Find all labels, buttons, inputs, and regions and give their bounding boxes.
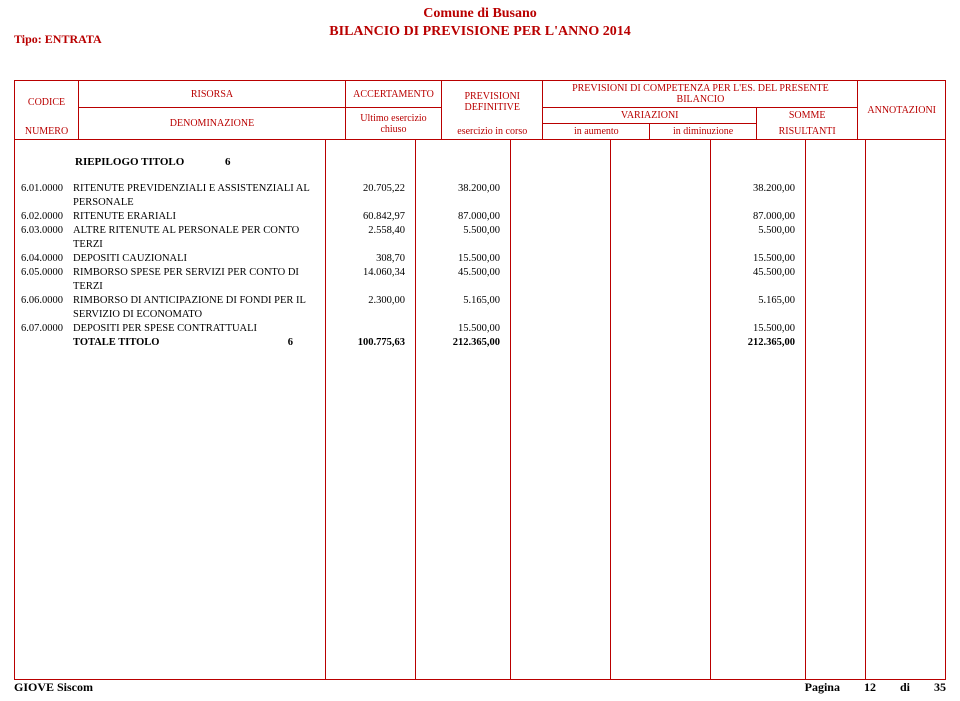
footer-pagina-num: 12 (864, 680, 876, 694)
row-somme: 5.165,00 (710, 294, 805, 308)
row-acc: 14.060,34 (325, 266, 415, 280)
table-row: 6.01.0000RITENUTE PREVIDENZIALI E ASSIST… (15, 182, 945, 210)
table-row: 6.04.0000DEPOSITI CAUZIONALI308,7015.500… (15, 252, 945, 266)
page-title: Comune di Busano (14, 6, 946, 22)
total-acc: 100.775,63 (325, 336, 415, 350)
row-somme: 38.200,00 (710, 182, 805, 196)
hdr-competenza: PREVISIONI DI COMPETENZA PER L'ES. DEL P… (543, 81, 858, 108)
row-prev: 38.200,00 (415, 182, 510, 196)
hdr-previsioni-1: PREVISIONI (464, 91, 520, 102)
row-acc: 2.558,40 (325, 224, 415, 238)
total-prev: 212.365,00 (415, 336, 510, 350)
hdr-codice: CODICE (15, 81, 79, 124)
total-somme: 212.365,00 (710, 336, 805, 350)
row-prev: 15.500,00 (415, 322, 510, 336)
riepilogo-label: RIEPILOGO TITOLO (75, 156, 184, 168)
hdr-in-aumento: in aumento (543, 124, 650, 140)
footer-di: di (900, 680, 910, 694)
row-desc: DEPOSITI CAUZIONALI (73, 252, 325, 266)
footer-pagina-tot: 35 (934, 680, 946, 694)
table-row: 6.07.0000DEPOSITI PER SPESE CONTRATTUALI… (15, 322, 945, 336)
table-row: 6.06.0000RIMBORSO DI ANTICIPAZIONE DI FO… (15, 294, 945, 322)
row-desc: RITENUTE PREVIDENZIALI E ASSISTENZIALI A… (73, 182, 325, 210)
footer-left: GIOVE Siscom (14, 680, 93, 695)
footer: GIOVE Siscom Pagina 12 di 35 (14, 680, 946, 695)
row-desc: DEPOSITI PER SPESE CONTRATTUALI (73, 322, 325, 336)
row-somme: 15.500,00 (710, 252, 805, 266)
hdr-accertamento: ACCERTAMENTO (345, 81, 441, 108)
row-code: 6.06.0000 (15, 294, 73, 308)
row-acc: 308,70 (325, 252, 415, 266)
page-subtitle: BILANCIO DI PREVISIONE PER L'ANNO 2014 (14, 24, 946, 40)
total-desc: TOTALE TITOLO6 (73, 336, 325, 350)
hdr-denominazione: DENOMINAZIONE (79, 108, 346, 140)
row-prev: 45.500,00 (415, 266, 510, 280)
body-area: RIEPILOGO TITOLO 6 6.01.0000RITENUTE PRE… (14, 140, 946, 680)
hdr-definitive: DEFINITIVE (464, 102, 520, 113)
row-acc: 20.705,22 (325, 182, 415, 196)
row-code: 6.03.0000 (15, 224, 73, 238)
row-acc: 60.842,97 (325, 210, 415, 224)
hdr-esercizio-corso: esercizio in corso (442, 124, 543, 140)
hdr-in-diminuzione: in diminuzione (650, 124, 757, 140)
row-somme: 45.500,00 (710, 266, 805, 280)
footer-page: Pagina 12 di 35 (805, 680, 946, 695)
row-code: 6.07.0000 (15, 322, 73, 336)
hdr-numero: NUMERO (15, 124, 79, 140)
row-acc: 2.300,00 (325, 294, 415, 308)
hdr-previsioni: PREVISIONI DEFINITIVE (442, 81, 543, 124)
row-code: 6.02.0000 (15, 210, 73, 224)
header-table: CODICE RISORSA ACCERTAMENTO PREVISIONI D… (14, 80, 946, 140)
page: Comune di Busano Tipo: ENTRATA BILANCIO … (0, 0, 960, 701)
row-prev: 87.000,00 (415, 210, 510, 224)
row-prev: 15.500,00 (415, 252, 510, 266)
row-desc: RIMBORSO SPESE PER SERVIZI PER CONTO DI … (73, 266, 325, 294)
hdr-ultimo-1: Ultimo esercizio (360, 113, 426, 124)
row-code: 6.01.0000 (15, 182, 73, 196)
row-desc: RITENUTE ERARIALI (73, 210, 325, 224)
hdr-annotazioni: ANNOTAZIONI (858, 81, 946, 140)
hdr-risorsa: RISORSA (79, 81, 346, 108)
footer-pagina-label: Pagina (805, 680, 840, 694)
hdr-chiuso: chiuso (380, 124, 406, 135)
row-desc: RIMBORSO DI ANTICIPAZIONE DI FONDI PER I… (73, 294, 325, 322)
row-somme: 5.500,00 (710, 224, 805, 238)
hdr-somme: SOMME (756, 108, 857, 124)
hdr-variazioni: VARIAZIONI (543, 108, 757, 124)
table-row: 6.02.0000RITENUTE ERARIALI60.842,9787.00… (15, 210, 945, 224)
row-somme: 15.500,00 (710, 322, 805, 336)
row-somme: 87.000,00 (710, 210, 805, 224)
table-row: 6.05.0000RIMBORSO SPESE PER SERVIZI PER … (15, 266, 945, 294)
riepilogo-num: 6 (225, 156, 231, 168)
table-row: 6.03.0000ALTRE RITENUTE AL PERSONALE PER… (15, 224, 945, 252)
row-prev: 5.500,00 (415, 224, 510, 238)
hdr-ultimo: Ultimo esercizio chiuso (345, 108, 441, 140)
row-code: 6.04.0000 (15, 252, 73, 266)
row-code: 6.05.0000 (15, 266, 73, 280)
hdr-risultanti: RISULTANTI (756, 124, 857, 140)
rows: 6.01.0000RITENUTE PREVIDENZIALI E ASSIST… (15, 182, 945, 350)
row-prev: 5.165,00 (415, 294, 510, 308)
row-desc: ALTRE RITENUTE AL PERSONALE PER CONTO TE… (73, 224, 325, 252)
total-row: TOTALE TITOLO6100.775,63212.365,00212.36… (15, 336, 945, 350)
tipo-label: Tipo: ENTRATA (14, 32, 102, 47)
